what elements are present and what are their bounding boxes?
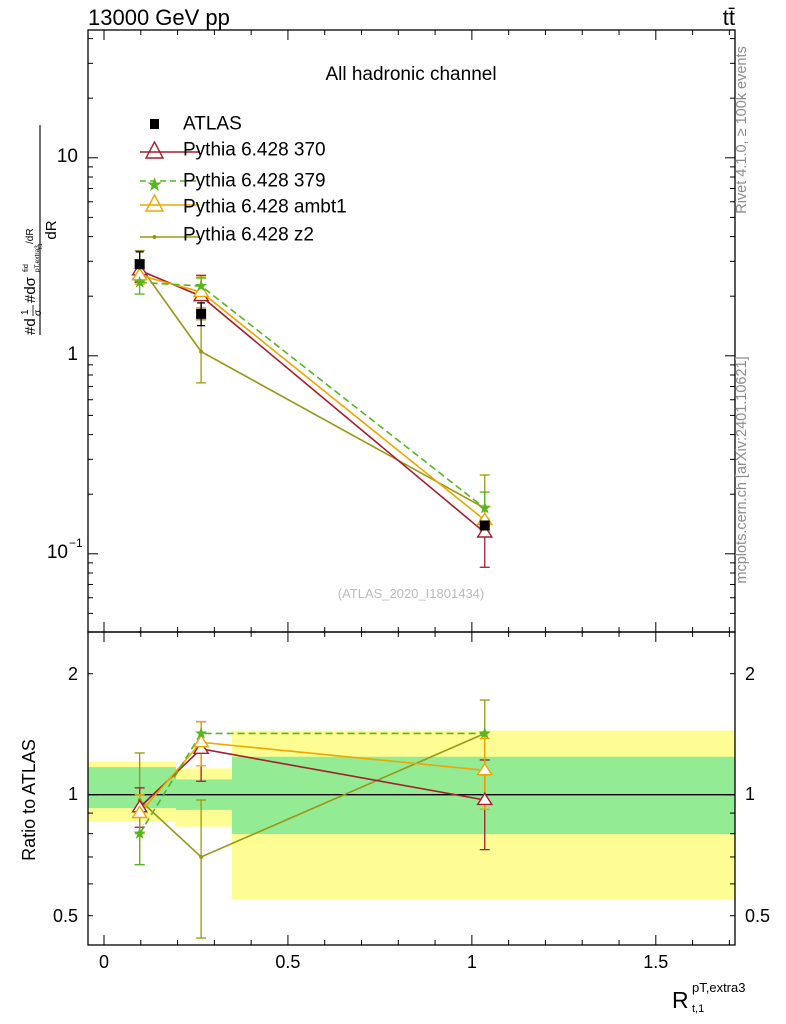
svg-text:2: 2	[745, 664, 755, 684]
svg-text:All hadronic channel: All hadronic channel	[325, 64, 496, 85]
svg-text:1: 1	[745, 784, 755, 804]
svg-text:#d: #d	[22, 318, 39, 335]
svg-text:/dR: /dR	[25, 228, 36, 244]
svg-text:0.5: 0.5	[53, 906, 78, 926]
svg-text:−1: −1	[69, 536, 83, 550]
svg-text:t,1: t,1	[38, 243, 44, 249]
svg-text:Pythia 6.428 ambt1: Pythia 6.428 ambt1	[183, 197, 347, 218]
svg-text:1: 1	[20, 309, 31, 315]
svg-text:fid: fid	[21, 264, 30, 272]
svg-text:#dσ: #dσ	[22, 276, 39, 303]
svg-text:Pythia 6.428 370: Pythia 6.428 370	[183, 140, 326, 161]
svg-text:pT,extra3: pT,extra3	[692, 980, 745, 995]
svg-text:Pythia 6.428 379: Pythia 6.428 379	[183, 171, 326, 192]
svg-text:dR: dR	[43, 220, 60, 239]
svg-text:tt̄: tt̄	[723, 5, 735, 30]
svg-text:σ: σ	[33, 309, 44, 316]
svg-text:Ratio to ATLAS: Ratio to ATLAS	[19, 739, 39, 861]
svg-text:2: 2	[68, 664, 78, 684]
svg-text:0: 0	[99, 952, 109, 972]
svg-text:t,1: t,1	[692, 1003, 704, 1015]
svg-text:0.5: 0.5	[275, 952, 300, 972]
svg-text:10: 10	[57, 146, 78, 167]
svg-text:Pythia 6.428 z2: Pythia 6.428 z2	[183, 225, 314, 246]
svg-text:1: 1	[467, 952, 477, 972]
svg-text:ATLAS: ATLAS	[183, 114, 242, 135]
svg-text:★: ★	[146, 175, 163, 196]
svg-text:1: 1	[68, 784, 78, 804]
svg-text:(ATLAS_2020_I1801434): (ATLAS_2020_I1801434)	[338, 586, 484, 601]
svg-text:10: 10	[47, 542, 68, 563]
svg-text:mcplots.cern.ch [arXiv:2401.10: mcplots.cern.ch [arXiv:2401.10621]	[734, 356, 750, 583]
svg-text:1: 1	[67, 344, 78, 365]
svg-text:Rivet 4.1.0, ≥ 100k events: Rivet 4.1.0, ≥ 100k events	[734, 46, 750, 214]
svg-text:13000 GeV pp: 13000 GeV pp	[88, 5, 230, 30]
svg-text:0.5: 0.5	[745, 906, 770, 926]
svg-text:1.5: 1.5	[643, 952, 668, 972]
svg-text:R: R	[672, 987, 689, 1013]
